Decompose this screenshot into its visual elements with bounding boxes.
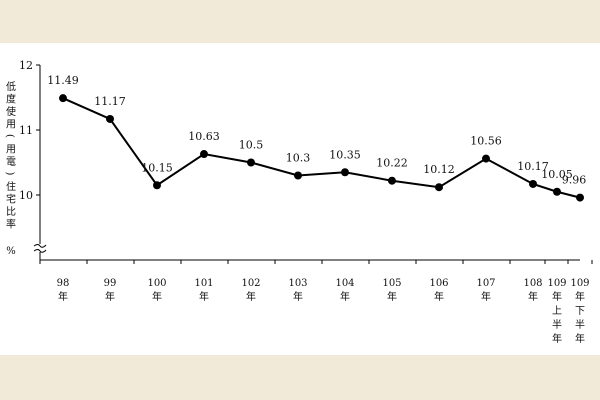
x-tick-label-line: 年	[434, 290, 444, 303]
y-axis-label-char: 電	[6, 156, 16, 168]
data-label: 10.17	[517, 160, 549, 173]
x-tick-label-line: 109	[547, 278, 566, 289]
x-tick-label-line: 年	[552, 332, 562, 345]
y-axis-label-char: (	[4, 134, 15, 138]
axis-break-mark	[33, 244, 47, 248]
data-label: 9.96	[562, 174, 587, 187]
x-tick-label-line: 108	[523, 278, 542, 289]
x-tick-label-line: 年	[152, 290, 162, 303]
data-label: 10.56	[470, 135, 502, 148]
data-label: 11.49	[47, 74, 79, 87]
series-layer	[59, 94, 584, 202]
x-tick-label-line: 107	[476, 278, 495, 289]
y-axis-label-char: 度	[6, 93, 16, 106]
x-tick-label: 99年	[104, 278, 117, 303]
data-label: 10.3	[286, 152, 311, 165]
x-tick-label-line: 103	[288, 278, 307, 289]
data-labels: 11.49 11.17 10.15 10.63 10.5 10.3 10.35 10.22 10…	[47, 74, 586, 186]
series-line	[62, 97, 581, 199]
x-tick-label-line: 100	[147, 278, 166, 289]
x-tick-label-line: 年	[387, 290, 397, 303]
data-point	[553, 187, 561, 196]
y-axis-label-char: 率	[6, 218, 16, 231]
data-point	[294, 171, 302, 180]
y-axis-unit: %	[6, 246, 16, 257]
x-tick-label-line: 年	[575, 332, 585, 345]
data-point	[435, 183, 443, 192]
data-label: 10.5	[239, 139, 264, 152]
x-tick-label-line: 年	[528, 290, 538, 303]
y-axis-label-char: 比	[6, 206, 16, 218]
x-tick-label: 98年	[57, 278, 70, 303]
x-tick-label-line: 年	[105, 290, 115, 303]
x-tick-label-line: 年	[199, 290, 209, 303]
y-tick-label: 11	[19, 124, 33, 137]
data-label: 10.15	[141, 161, 173, 174]
data-point	[200, 150, 208, 159]
data-point	[529, 179, 537, 188]
data-label: 11.17	[94, 95, 126, 108]
x-tick-label-line: 109	[570, 278, 589, 289]
y-axis-label-char: 住	[6, 180, 16, 193]
y-tick-label: 12	[19, 59, 33, 72]
data-point	[341, 168, 349, 177]
x-tick-label-line: 年	[552, 290, 562, 303]
y-axis-label-char: )	[4, 172, 15, 176]
x-tick-label-line: 下	[575, 306, 585, 317]
data-point	[59, 94, 67, 103]
data-label: 10.35	[329, 148, 361, 161]
x-tick-label-line: 102	[241, 278, 260, 289]
data-label: 10.12	[423, 163, 455, 176]
y-axis-label-char: 低	[6, 80, 16, 93]
y-axis-label-char: 用	[6, 120, 16, 131]
x-tick-label-line: 半	[552, 318, 562, 331]
y-axis-label-char: 用	[6, 145, 16, 156]
x-tick-label-line: 半	[575, 318, 585, 331]
data-point	[247, 158, 255, 167]
data-point	[106, 114, 114, 123]
y-tick-label: 10	[19, 189, 33, 202]
x-tick-label-line: 105	[382, 278, 401, 289]
x-tick-label-line: 106	[429, 278, 448, 289]
x-tick-label-line: 年	[293, 290, 303, 303]
data-label: 10.63	[188, 130, 220, 143]
x-tick-label-line: 年	[575, 290, 585, 303]
x-tick-label-line: 年	[58, 290, 68, 303]
x-tick-label-line: 年	[481, 290, 491, 303]
data-label: 10.05	[541, 168, 573, 181]
axis-break-mark	[33, 249, 47, 253]
data-point	[482, 154, 490, 163]
x-tick-label-line: 99	[104, 278, 117, 289]
x-tick-label-line: 上	[552, 305, 562, 317]
data-point	[153, 181, 161, 190]
data-point	[388, 176, 396, 185]
y-axis-label-char: 宅	[6, 193, 16, 206]
data-label: 10.22	[376, 157, 408, 170]
x-tick-labels: 98年99年100年101年102年103年104年105年106年107年10…	[57, 278, 590, 345]
x-tick-label-line: 年	[246, 290, 256, 303]
x-tick-label-line: 年	[340, 290, 350, 303]
y-axis-label-char: 使	[6, 105, 16, 118]
chart-panel	[0, 43, 600, 355]
data-point	[576, 193, 584, 202]
x-tick-label-line: 104	[335, 278, 354, 289]
x-tick-label-line: 101	[194, 278, 213, 289]
x-tick-label-line: 98	[57, 278, 70, 289]
axes-layer: 10 11 12	[19, 59, 593, 264]
